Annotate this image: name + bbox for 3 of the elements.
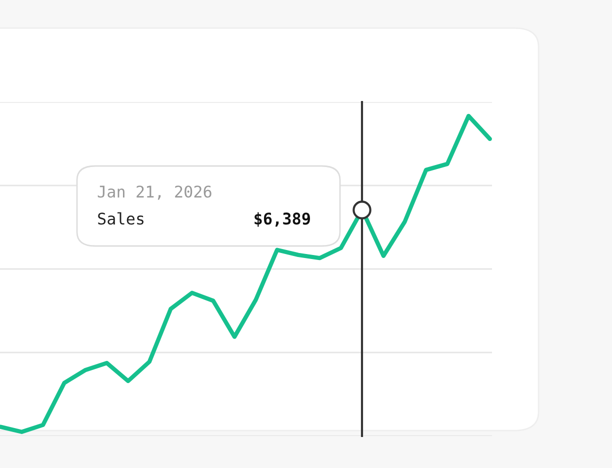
annotation: $6,389 <box>254 212 310 227</box>
annotation: Sales <box>98 212 144 225</box>
annotation: Jan 21, 2026 <box>98 186 212 200</box>
